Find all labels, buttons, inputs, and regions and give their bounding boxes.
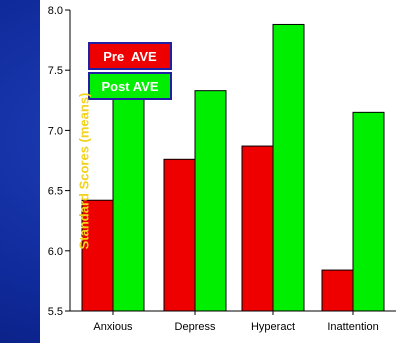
x-tick-label: Hyperact bbox=[251, 321, 295, 333]
y-tick-label: 5.5 bbox=[48, 306, 63, 318]
bar-pre-depress bbox=[163, 158, 196, 312]
bar-post-inattention bbox=[352, 111, 385, 312]
x-ticks: Anxious Depress Hyperact Inattention bbox=[93, 311, 379, 333]
y-tick-label: 6.0 bbox=[48, 246, 63, 258]
y-axis-label-text: Standard Scores (means) bbox=[76, 92, 92, 250]
bar-post-hyperact bbox=[272, 23, 305, 312]
bar-pre-hyperact bbox=[241, 145, 274, 312]
y-ticks: 5.5 6.0 6.5 7.0 7.5 8.0 bbox=[48, 5, 70, 318]
legend-swatch-post bbox=[88, 72, 172, 100]
legend-label-pre: Pre AVE bbox=[103, 49, 157, 64]
bar-post-anxious bbox=[112, 96, 145, 312]
x-tick-label: Inattention bbox=[327, 321, 378, 333]
y-tick-label: 8.0 bbox=[48, 5, 63, 17]
bars bbox=[81, 23, 385, 312]
bar-post-depress bbox=[194, 90, 227, 312]
x-tick-label: Depress bbox=[175, 321, 216, 333]
y-tick-label: 7.0 bbox=[48, 125, 63, 137]
y-tick-label: 6.5 bbox=[48, 186, 63, 198]
legend-label-post: Post AVE bbox=[101, 79, 158, 94]
legend-swatch-pre bbox=[88, 42, 172, 70]
y-tick-label: 7.5 bbox=[48, 65, 63, 77]
x-tick-label: Anxious bbox=[93, 321, 133, 333]
y-axis-label: Standard Scores (means) bbox=[75, 93, 93, 250]
bar-pre-inattention bbox=[321, 269, 354, 312]
legend: Pre AVE Post AVE bbox=[88, 42, 172, 100]
